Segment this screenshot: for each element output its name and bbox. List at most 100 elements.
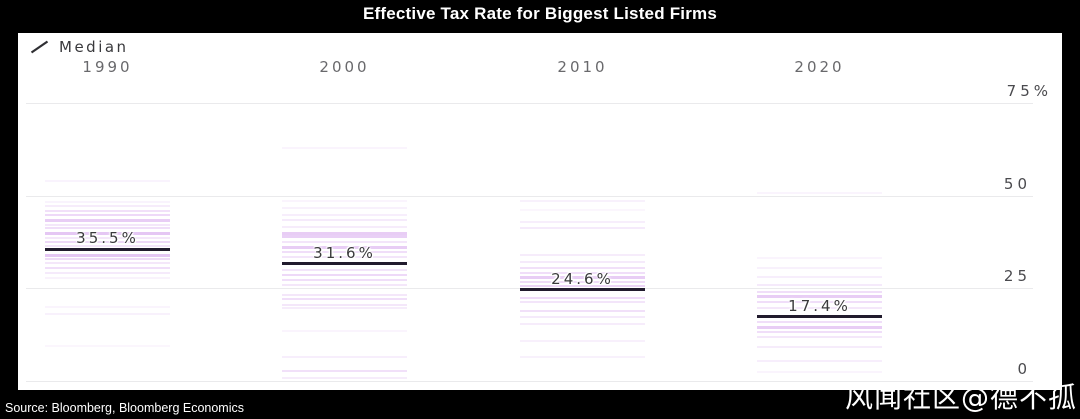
strip-line xyxy=(45,253,170,257)
strip-line xyxy=(520,226,645,229)
strip-line xyxy=(282,268,407,271)
strip-line xyxy=(757,336,882,339)
strip-line xyxy=(45,200,170,203)
strip-line xyxy=(282,278,407,281)
legend-label: Median xyxy=(59,38,129,56)
strip-line xyxy=(45,218,170,222)
median-value-label: 31.6% xyxy=(313,243,376,262)
strip-line xyxy=(45,241,170,244)
year-label: 2020 xyxy=(794,58,845,76)
strip-line xyxy=(520,280,645,283)
strip-line xyxy=(45,231,170,235)
strip-line xyxy=(520,284,645,287)
strip-line xyxy=(45,258,170,261)
year-label: 1990 xyxy=(82,58,133,76)
median-value-label: 24.6% xyxy=(551,269,614,288)
strip-line xyxy=(45,236,170,239)
strip-line xyxy=(282,255,407,258)
strip-line xyxy=(45,204,170,207)
strip-line xyxy=(757,290,882,293)
median-line xyxy=(282,262,407,266)
strip-line xyxy=(282,246,407,250)
strip-line xyxy=(757,325,882,329)
y-tick-label: 50 xyxy=(1003,174,1031,193)
strip-line xyxy=(757,192,882,195)
gridline xyxy=(26,103,1033,104)
plot-area: 75% 50 25 0 1990 35.5% 2000 31.6% 2010 24.6% 2020 1… xyxy=(18,33,1062,390)
strip-line xyxy=(757,346,882,349)
strip-line xyxy=(45,271,170,274)
strip-line xyxy=(45,261,170,264)
median-line-legend-icon xyxy=(30,40,49,54)
strip-line xyxy=(282,370,407,372)
strip-line xyxy=(520,266,645,269)
y-tick-label: 25 xyxy=(1003,267,1031,286)
strip-line xyxy=(520,276,645,280)
strip-line xyxy=(45,344,170,347)
strip-line xyxy=(520,310,645,313)
gridline xyxy=(26,195,1033,197)
strip-line xyxy=(282,207,407,210)
y-tick-label: 75% xyxy=(1006,82,1052,100)
strip-line xyxy=(45,179,170,182)
strip-line xyxy=(45,244,170,247)
strip-line xyxy=(757,283,882,286)
year-label: 2010 xyxy=(557,58,608,76)
median-value-label: 35.5% xyxy=(76,229,139,248)
median-line xyxy=(520,288,645,292)
strip-line xyxy=(757,256,882,259)
year-label: 2000 xyxy=(319,58,370,76)
strip-line xyxy=(45,227,170,230)
strip-line xyxy=(45,313,170,316)
strip-line xyxy=(757,266,882,269)
strip-line xyxy=(282,200,407,203)
strip-line xyxy=(45,305,170,308)
strip-line xyxy=(282,293,407,296)
strip-line xyxy=(520,340,645,343)
strip-line xyxy=(520,323,645,326)
strip-line xyxy=(520,301,645,304)
legend: Median xyxy=(30,38,129,56)
strip-line xyxy=(520,271,645,274)
strip-line xyxy=(520,356,645,359)
strip-line xyxy=(282,298,407,301)
strip-line xyxy=(45,266,170,269)
strip-line xyxy=(282,303,407,306)
gridline xyxy=(26,381,1033,382)
strip-line xyxy=(282,219,407,222)
strip-line xyxy=(757,371,882,374)
strip-line xyxy=(282,306,407,309)
strip-line xyxy=(757,275,882,278)
strip-line xyxy=(282,231,407,235)
strip-line xyxy=(520,296,645,299)
strip-line xyxy=(282,330,407,333)
strip-line xyxy=(520,260,645,263)
strip-line xyxy=(757,306,882,309)
chart-title: Effective Tax Rate for Biggest Listed Fi… xyxy=(362,4,718,23)
strip-line xyxy=(757,321,882,324)
strip-line xyxy=(45,223,170,226)
median-line xyxy=(757,315,882,318)
source-note: Source: Bloomberg, Bloomberg Economics xyxy=(5,401,245,415)
median-value-label: 17.4% xyxy=(788,296,851,315)
chart-panel: Median 75% 50 25 0 1990 35.5% 2000 31.6% 2010 24.… xyxy=(18,33,1062,390)
strip-line xyxy=(520,199,645,202)
strip-line xyxy=(45,276,170,279)
strip-line xyxy=(282,213,407,216)
strip-line xyxy=(282,235,407,239)
strip-line xyxy=(520,209,645,212)
strip-line xyxy=(282,241,407,243)
strip-line xyxy=(757,331,882,334)
strip-line xyxy=(45,214,170,217)
strip-line xyxy=(520,221,645,223)
strip-line xyxy=(282,273,407,276)
strip-line xyxy=(282,147,407,150)
strip-line xyxy=(282,251,407,253)
strip-line xyxy=(282,356,407,359)
strip-line xyxy=(520,316,645,319)
strip-line xyxy=(757,360,882,362)
median-line xyxy=(45,247,170,251)
strip-line xyxy=(282,283,407,286)
strip-line xyxy=(757,295,882,298)
y-tick-label: 0 xyxy=(1017,360,1031,378)
